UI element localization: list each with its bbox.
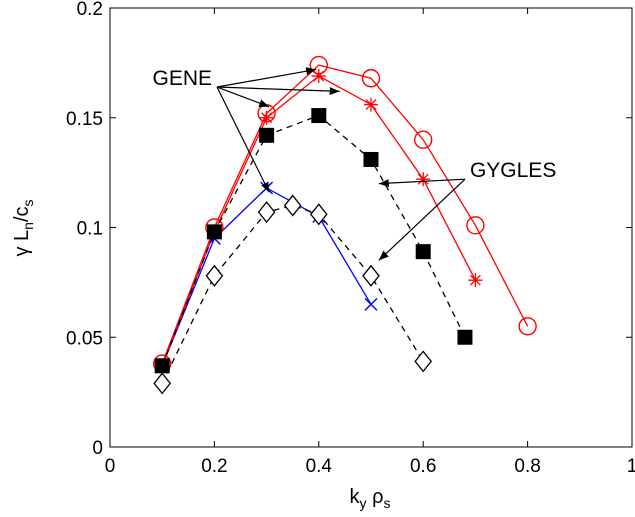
x-tick-label: 0.4	[306, 456, 333, 477]
data-point	[205, 264, 224, 287]
data-point	[416, 172, 431, 187]
y-tick-label: 0.1	[77, 219, 103, 240]
data-point	[364, 97, 378, 112]
data-point	[283, 194, 302, 217]
y-tick-label: 0.2	[77, 0, 103, 20]
series-square	[154, 108, 473, 374]
annotation-arrow	[216, 86, 270, 108]
data-point	[466, 216, 485, 235]
y-tick-label: 0.15	[66, 109, 103, 130]
x-tick-label: 0	[105, 456, 116, 477]
data-point	[362, 264, 380, 287]
y-axis-label: γ Ln/cs	[11, 199, 36, 256]
annotation-gygles: GYGLES	[378, 159, 556, 261]
data-point	[361, 69, 381, 88]
x-tick-label: 0.8	[514, 456, 540, 477]
y-tick-label: 0.05	[66, 328, 103, 349]
data-point	[154, 358, 170, 374]
x-tick-label: 1	[627, 456, 635, 477]
data-point	[206, 224, 222, 240]
data-point	[414, 130, 433, 149]
plot-area	[109, 7, 633, 448]
data-point	[153, 372, 172, 395]
data-point	[259, 127, 275, 143]
series-diamond	[153, 194, 433, 395]
annotation-label: GENE	[152, 67, 212, 90]
data-point	[468, 273, 483, 288]
annotation-arrow	[216, 67, 317, 88]
x-axis-label: ky ρs	[350, 486, 391, 511]
x-tick-label: 0.6	[410, 456, 436, 477]
data-point	[363, 151, 379, 167]
x-tick-label: 0.2	[201, 456, 227, 477]
data-point	[518, 317, 537, 336]
data-point	[311, 108, 327, 124]
y-tick-label: 0	[92, 438, 103, 459]
annotation-arrow	[378, 178, 466, 261]
data-point	[311, 69, 326, 84]
data-point	[257, 201, 276, 224]
data-point	[414, 350, 433, 373]
annotation-arrow	[216, 86, 340, 96]
annotation-label: GYGLES	[470, 159, 556, 182]
data-point	[415, 244, 431, 260]
data-point	[259, 110, 274, 125]
series-line	[161, 64, 529, 364]
annotation-arrow	[378, 178, 465, 188]
data-point	[457, 329, 473, 345]
annotation-gene: GENE	[152, 67, 340, 193]
annotation-arrow	[216, 86, 270, 193]
data-point	[309, 203, 328, 226]
data-point	[364, 297, 378, 311]
